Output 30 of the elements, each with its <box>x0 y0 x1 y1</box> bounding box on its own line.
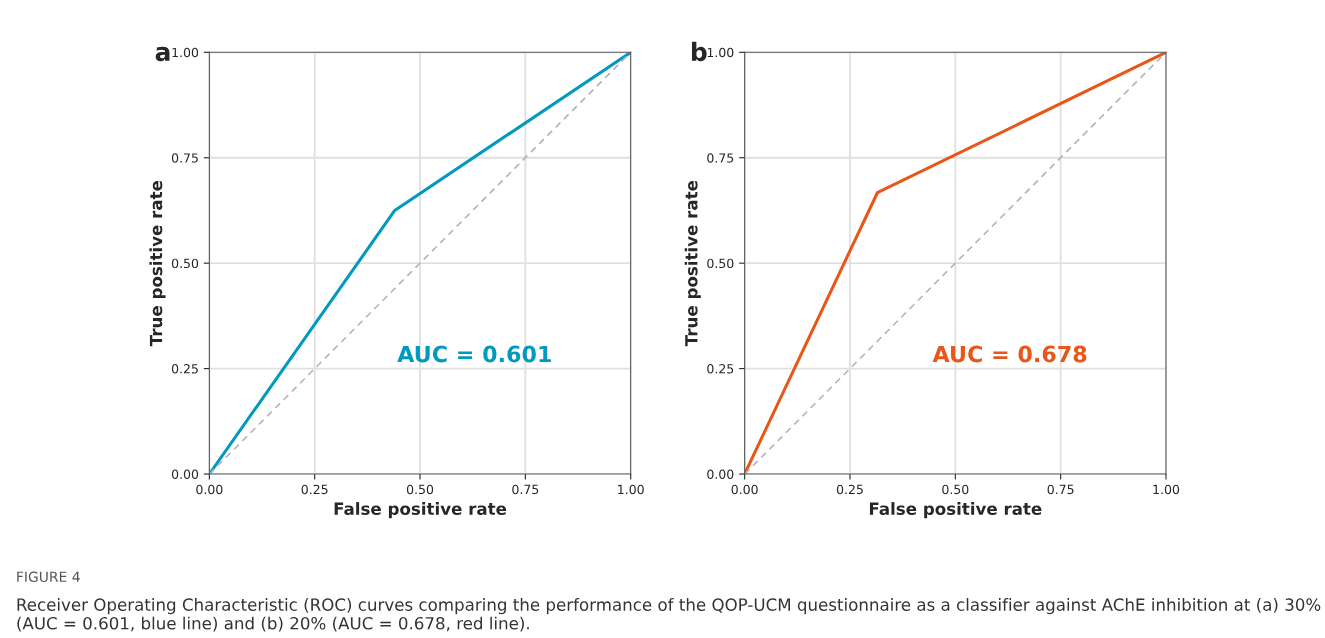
y-tick-label: 0.75 <box>171 153 198 163</box>
text: Receiver Operating Characteristic (ROC) curves comparing the performance of the QOP-UCM questionnaire as a classifier against AChE inhibition at (a) 30% (AUC = 0.601, blue line) and (b) 20% (AUC = 0.678, red line). <box>17 598 1321 632</box>
y-tick-label: 1.00 <box>172 47 199 58</box>
y-tick-label: 0.25 <box>707 364 734 374</box>
x-tick-label: 0.50 <box>406 484 434 495</box>
y-tick-label: 0.50 <box>171 258 199 269</box>
x-tick-label: 0.00 <box>731 484 758 495</box>
x-tick-label: 1.00 <box>618 484 644 495</box>
y-tick-label: 0.75 <box>707 153 734 163</box>
y-tick-label: 0.00 <box>171 469 199 479</box>
annotation: AUC = 0.601 <box>397 345 551 363</box>
x-tick-label: 0.00 <box>196 484 223 495</box>
x-tick-label: 0.25 <box>836 484 863 495</box>
annotation: AUC = 0.678 <box>932 345 1087 363</box>
y-tick-label: 0.25 <box>171 364 198 374</box>
y-tick-label: 0.50 <box>707 258 734 269</box>
x-tick-label: 0.75 <box>512 484 539 495</box>
caption: FIGURE 4 <box>17 571 80 583</box>
x-tick-label: 0.25 <box>301 484 328 495</box>
y-tick-label: 0.00 <box>707 469 734 479</box>
x-tick-label: 1.00 <box>1153 484 1180 495</box>
chart-title: b <box>691 41 707 62</box>
x-tick-label: 0.75 <box>1047 484 1074 495</box>
chart-title: a <box>155 46 170 62</box>
x-axis-title: False positive rate <box>869 502 1042 519</box>
x-tick-label: 0.50 <box>942 484 969 495</box>
y-axis-title: True positive rate <box>684 180 701 347</box>
x-axis-title: False positive rate <box>334 502 507 519</box>
y-axis-title: True positive rate <box>149 180 166 347</box>
y-tick-label: 1.00 <box>707 47 734 58</box>
